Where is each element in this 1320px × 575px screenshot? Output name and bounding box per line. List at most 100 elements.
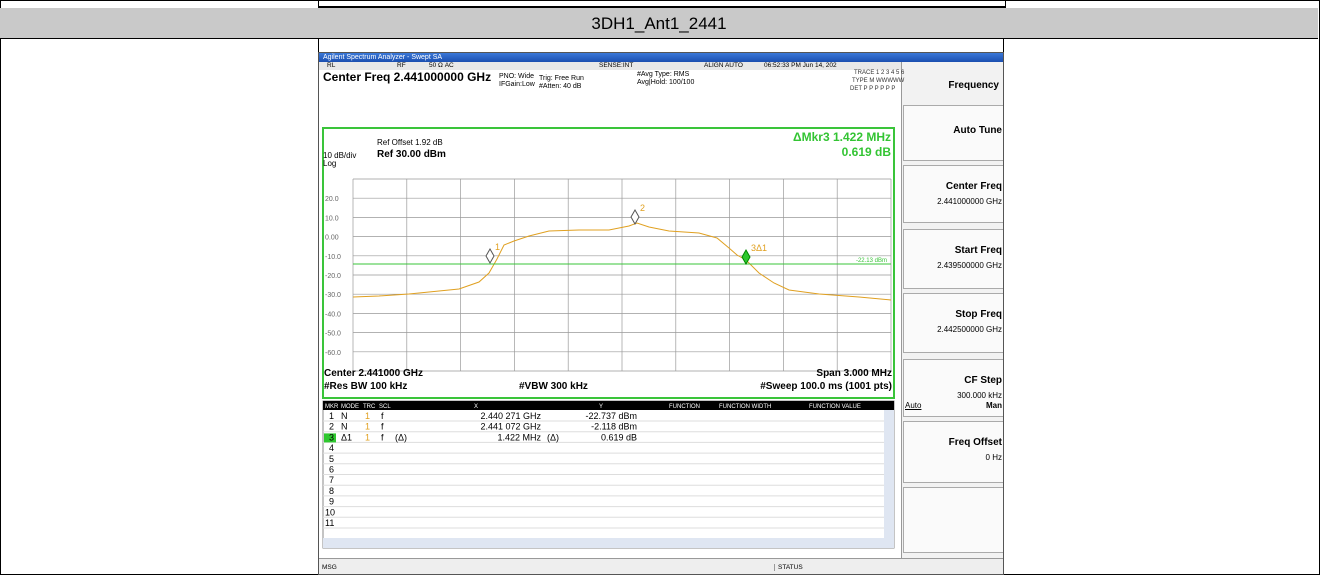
column-header: MKR [325,404,339,410]
x-value: 2.441 072 GHz [480,422,541,432]
log: Log [323,159,337,168]
softkey-label: Auto Tune [953,125,1002,136]
mkr: 4 [329,443,334,453]
softkey-label: Center Freq [945,181,1002,192]
status-item: RF [397,62,406,69]
x-ref: (Δ) [395,432,407,442]
marker [630,208,640,226]
status-item: ALIGN AUTO [704,62,743,69]
footer-text: #Res BW 100 kHz [324,381,407,392]
mkr: 5 [329,454,334,464]
y-ref: (Δ) [547,432,559,442]
msg: MSG [322,564,337,571]
trc: 1 [365,411,370,421]
softkey [903,293,1003,353]
softkey-label: Freq Offset [948,437,1002,448]
msg-bar [319,558,1003,574]
scrollbar [323,538,894,548]
status-bar [319,62,901,70]
setting: IFGain:Low [499,81,535,88]
trace-info: TRACE 1 2 3 4 5 6 [854,70,905,76]
column-header: SCL [379,404,391,410]
column-header: X [474,404,478,410]
scrollbar [884,410,894,538]
mode: N [341,411,348,421]
setting: Avg|Hold: 100/100 [637,79,695,86]
column-header: Y [599,404,603,410]
marker [485,247,495,265]
scl: f [381,411,384,421]
mode: N [341,422,348,432]
y-label: -30.0 [325,292,341,299]
column-header: TRC [363,404,376,410]
y-value: -22.737 dBm [585,411,637,421]
ref-level: Ref 30.00 dBm [377,149,446,160]
mkr: 6 [329,465,334,475]
mkr: 2 [329,422,334,432]
status-item: RL [327,62,336,69]
y-label: -20.0 [325,273,341,280]
trace [352,222,892,301]
trace-info: TYPE M WWWWW [852,78,905,84]
softkey [903,421,1003,483]
y-label: -40.0 [325,311,341,318]
marker [741,248,751,266]
softkey-label: Start Freq [954,245,1002,256]
y-value: -2.118 dBm [591,422,637,432]
softkey [903,487,1003,553]
trace-info: DET P P P P P P [850,86,896,92]
x-value: 2.440 271 GHz [480,411,541,421]
setting: #Avg Type: RMS [637,71,690,78]
softkey-value: 300.000 kHz [957,391,1002,400]
marker-label: 2 [640,203,645,213]
table-header [323,401,894,410]
mkr: 9 [329,497,334,507]
softkey [903,105,1003,161]
y-label: 0.00 [325,235,339,242]
softkey-label: CF Step [964,375,1002,386]
marker-label: 1 [495,242,500,252]
y-label: 10.0 [325,215,339,222]
setting: PNO: Wide [499,73,535,80]
scale: 10 dB/div [323,151,357,160]
softkey-option: Auto [905,401,922,410]
analyzer-screenshot: Agilent Spectrum Analyzer - Swept SA Cen… [318,52,1004,575]
mkr: 11 [325,518,334,528]
y-label: -10.0 [325,254,341,261]
y-value: 0.619 dB [601,432,637,442]
mkr: 10 [325,507,335,517]
trc: 1 [365,432,370,442]
softkey-title: Frequency [948,80,999,91]
footer-text: Span 3.000 MHz [816,368,892,379]
window-title: Agilent Spectrum Analyzer - Swept SA [319,53,1003,62]
header-row: 3DH1_Ant1_2441 [0,8,1318,39]
status-item: 50 Ω AC [429,62,454,69]
column-header: FUNCTION [669,404,700,410]
mkr: 1 [329,411,334,421]
status-item: 06:52:33 PM Jun 14, 202 [764,62,837,69]
column-header: FUNCTION VALUE [809,404,861,410]
y-label: -60.0 [325,350,341,357]
ref-offset: Ref Offset 1.92 dB [377,138,443,147]
softkey-value: 2.439500000 GHz [937,261,1002,270]
softkey-option: Man [986,401,1002,410]
setting: Trig: Free Run [539,75,584,82]
scl: f [381,432,384,442]
softkey [903,359,1003,417]
softkey-label: Stop Freq [955,309,1002,320]
softkey-value: 2.441000000 GHz [937,197,1002,206]
trc: 1 [365,422,370,432]
display-border [322,127,895,399]
status-item: SENSE:INT [599,62,634,69]
center-freq: Center Freq 2.441000000 GHz [323,70,492,84]
softkey-value: 0 Hz [985,453,1002,462]
mkr: 3 [329,432,334,442]
top-row [318,0,1006,8]
column-header: FUNCTION WIDTH [719,404,771,410]
marker-label: 3Δ1 [751,243,767,253]
mkr: 7 [329,475,334,485]
display-line-label: -22.13 dBm [856,258,887,264]
row-highlight [324,433,336,443]
y-label: 20.0 [325,196,339,203]
scl: f [381,422,384,432]
